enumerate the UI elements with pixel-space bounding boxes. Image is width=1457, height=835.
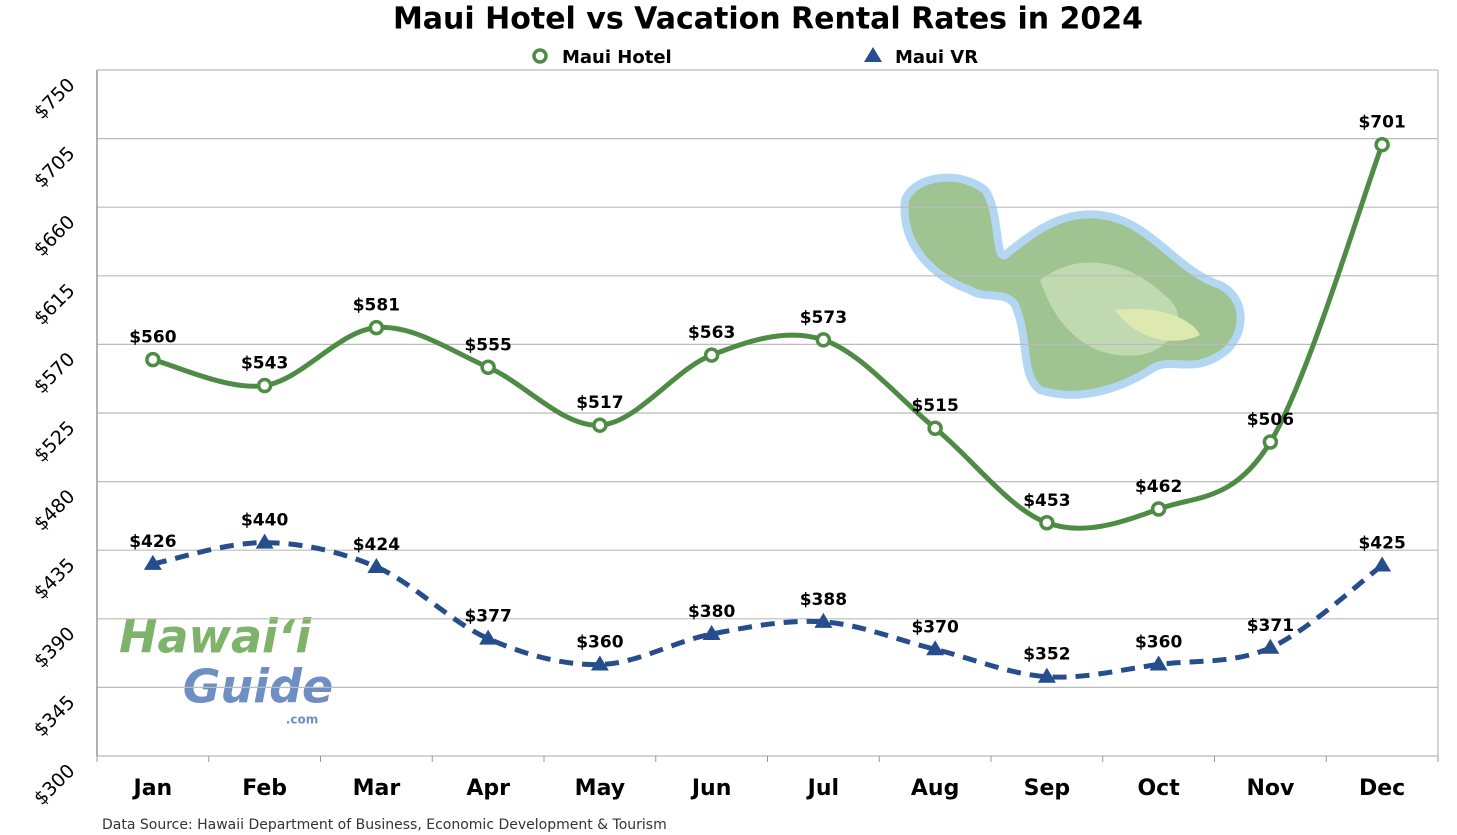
y-tick-label: $435 [30, 554, 80, 604]
marker [864, 47, 882, 62]
x-tick-label: Mar [353, 776, 401, 801]
x-tick-label: Dec [1359, 776, 1405, 801]
marker [926, 640, 945, 656]
marker [368, 319, 385, 336]
data-label: $701 [1358, 113, 1405, 133]
data-label: $517 [576, 393, 623, 413]
data-label: $573 [800, 308, 847, 328]
y-tick-label: $570 [30, 348, 80, 398]
logo: Hawaiʻi Guide .com [119, 610, 333, 727]
marker [143, 554, 162, 570]
data-label: $440 [241, 511, 288, 531]
y-tick-label: $615 [30, 280, 80, 330]
x-tick-label: Jun [690, 776, 732, 801]
marker [590, 655, 609, 671]
marker [1261, 638, 1280, 654]
logo-text: Hawaiʻi [119, 610, 312, 664]
y-tick-label: $345 [30, 691, 80, 741]
legend-label: Maui VR [895, 47, 978, 68]
marker [255, 533, 274, 549]
marker [256, 377, 273, 394]
data-label: $560 [129, 328, 176, 348]
data-label: $462 [1135, 477, 1182, 497]
marker [815, 332, 832, 348]
x-tick-label: Apr [466, 776, 510, 801]
marker [927, 420, 943, 436]
data-label: $380 [688, 602, 735, 622]
data-label: $453 [1023, 491, 1070, 511]
marker [1262, 434, 1279, 450]
marker [703, 347, 720, 363]
marker [1149, 655, 1168, 671]
data-label: $515 [911, 396, 958, 416]
y-tick-label: $300 [30, 760, 80, 810]
logo-text: .com [286, 713, 318, 727]
marker [480, 359, 496, 376]
marker [1373, 556, 1392, 572]
marker [1374, 136, 1390, 153]
y-tick-label: $390 [30, 623, 80, 673]
y-tick-label: $750 [30, 74, 80, 124]
marker [532, 48, 548, 64]
chart-title: Maui Hotel vs Vacation Rental Rates in 2… [393, 2, 1143, 37]
marker [367, 557, 386, 573]
y-tick-label: $705 [30, 142, 80, 192]
marker [1039, 515, 1055, 531]
x-tick-label: May [575, 776, 625, 801]
data-label: $426 [129, 532, 176, 552]
marker [479, 629, 498, 645]
x-tick-label: Oct [1137, 776, 1180, 801]
marker [1150, 501, 1167, 517]
x-tick-label: Jul [806, 776, 839, 801]
x-tick-label: Aug [911, 776, 959, 801]
marker [1037, 667, 1056, 683]
data-label: $425 [1358, 533, 1405, 553]
source-note: Data Source: Hawaii Department of Busine… [102, 817, 667, 833]
x-tick-label: Jan [132, 776, 173, 801]
x-tick-label: Nov [1246, 776, 1295, 801]
x-tick-label: Feb [242, 776, 287, 801]
y-tick-label: $660 [30, 211, 80, 261]
data-label: $352 [1023, 645, 1070, 665]
series-line [152, 540, 1384, 680]
data-label: $360 [1135, 633, 1182, 653]
marker [702, 625, 721, 641]
island-illustration [900, 173, 1245, 399]
marker [145, 351, 161, 368]
data-label: $388 [800, 590, 847, 610]
legend-label: Maui Hotel [562, 47, 672, 68]
y-tick-label: $480 [30, 485, 80, 535]
data-label: $371 [1247, 616, 1294, 636]
data-label: $370 [911, 617, 958, 637]
data-label: $424 [353, 535, 400, 555]
data-label: $555 [464, 335, 511, 355]
x-tick-label: Sep [1024, 776, 1071, 801]
marker [814, 612, 833, 628]
y-tick-label: $525 [30, 417, 80, 467]
data-label: $377 [464, 607, 511, 627]
marker [592, 417, 608, 433]
data-label: $563 [688, 323, 735, 343]
data-label: $506 [1247, 410, 1294, 430]
data-label: $360 [576, 633, 623, 653]
data-label: $581 [353, 296, 400, 316]
data-label: $543 [241, 354, 288, 374]
logo-text: Guide [183, 660, 333, 714]
